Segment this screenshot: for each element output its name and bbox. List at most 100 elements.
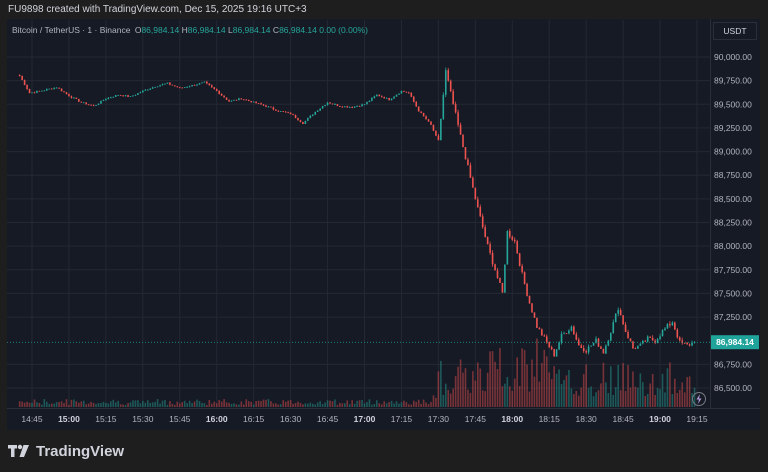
- volume-bar: [50, 403, 53, 407]
- candle-body: [536, 317, 538, 328]
- candle-body: [36, 90, 38, 93]
- candle-body: [649, 336, 652, 338]
- volume-bar: [309, 402, 312, 407]
- volume-bar: [228, 402, 230, 407]
- candle-body: [119, 95, 122, 96]
- candle-body: [127, 95, 129, 97]
- candle-body: [348, 107, 351, 108]
- symbol-label[interactable]: Bitcoin / TetherUS · 1 · Binance: [12, 25, 131, 35]
- candle-body: [449, 80, 452, 92]
- volume-bar: [277, 404, 280, 407]
- candle-body: [21, 75, 23, 81]
- candle-body: [538, 327, 541, 330]
- volume-bar: [395, 401, 398, 407]
- volume-bar: [203, 403, 206, 407]
- volume-bar: [270, 401, 272, 407]
- candle-body: [654, 340, 656, 343]
- lightning-icon[interactable]: [696, 394, 702, 404]
- candle-body: [100, 100, 102, 104]
- candle-body: [509, 231, 511, 237]
- volume-bar: [90, 401, 92, 407]
- brand-name: TradingView: [36, 442, 125, 460]
- candle-body: [351, 107, 353, 108]
- candle-body: [343, 106, 346, 108]
- volume-bar: [28, 402, 31, 407]
- candle-body: [169, 82, 171, 85]
- volume-bar: [538, 381, 541, 407]
- volume-bar: [681, 382, 684, 407]
- volume-bar: [250, 401, 253, 407]
- volume-bar: [164, 399, 166, 407]
- candle-body: [31, 92, 33, 94]
- volume-bar: [38, 402, 41, 407]
- volume-bars: [18, 338, 696, 407]
- candle-body: [171, 84, 174, 86]
- candle-body: [398, 93, 400, 95]
- volume-bar: [324, 402, 326, 407]
- candle-body: [664, 328, 666, 331]
- candle-body: [262, 104, 265, 106]
- volume-bar: [191, 403, 193, 407]
- volume-bar: [568, 369, 570, 407]
- candle-body: [316, 110, 319, 112]
- low-value: 86,984.14: [232, 25, 271, 35]
- candle-body: [541, 329, 543, 336]
- volume-bar: [605, 382, 607, 407]
- volume-bar: [304, 403, 307, 407]
- volume-bar: [408, 404, 410, 407]
- candle-body: [193, 84, 196, 86]
- candle-body: [292, 114, 294, 116]
- candle-body: [494, 264, 496, 271]
- high-value: 86,984.14: [187, 25, 226, 35]
- volume-bar: [151, 402, 154, 407]
- volume-bar: [358, 400, 361, 407]
- volume-bar: [166, 404, 169, 407]
- candle-body: [70, 96, 73, 98]
- volume-bar: [575, 390, 578, 407]
- volume-bar: [146, 400, 149, 407]
- volume-bar: [649, 383, 652, 407]
- candle-body: [602, 348, 605, 354]
- volume-bar: [366, 402, 368, 407]
- volume-bar: [437, 371, 440, 407]
- volume-bar: [420, 403, 422, 407]
- volume-bar: [592, 396, 595, 407]
- volume-bar: [671, 394, 674, 407]
- candle-body: [203, 81, 206, 83]
- candle-body: [506, 231, 509, 265]
- candle-body: [112, 96, 115, 98]
- candle-body: [609, 333, 612, 341]
- candle-body: [252, 101, 255, 103]
- candle-body: [233, 99, 235, 101]
- volume-bar: [134, 400, 137, 407]
- candle-body: [484, 227, 486, 237]
- candle-body: [223, 95, 225, 98]
- volume-bar: [627, 365, 629, 407]
- time-tick-label: 15:30: [132, 414, 154, 424]
- volume-bar: [602, 362, 605, 407]
- volume-bar: [230, 404, 233, 407]
- candle-body: [452, 91, 454, 105]
- candle-body: [390, 98, 393, 101]
- candle-body: [132, 95, 134, 97]
- volume-bar: [100, 403, 102, 407]
- volume-bar: [570, 388, 573, 407]
- price-tick-label: 89,250.00: [714, 123, 752, 133]
- volume-bar: [528, 391, 531, 407]
- candle-body: [476, 199, 479, 208]
- volume-bar: [316, 402, 319, 407]
- tradingview-logo[interactable]: TradingView: [8, 440, 124, 462]
- currency-button[interactable]: USDT: [713, 22, 757, 40]
- candle-body: [408, 92, 410, 94]
- price-axis-labels: 90,000.00 89,750.00 89,500.00 89,250.00 89,0…: [714, 52, 752, 393]
- candle-body: [267, 106, 270, 108]
- candle-body: [467, 159, 469, 166]
- candle-body: [518, 253, 521, 266]
- lightning-icon-bg[interactable]: [692, 392, 706, 406]
- time-axis[interactable]: [7, 408, 760, 430]
- volume-bar: [114, 402, 117, 407]
- last-price-label: 86,984.14: [716, 337, 754, 347]
- volume-bar: [193, 401, 196, 407]
- volume-bar: [174, 404, 176, 407]
